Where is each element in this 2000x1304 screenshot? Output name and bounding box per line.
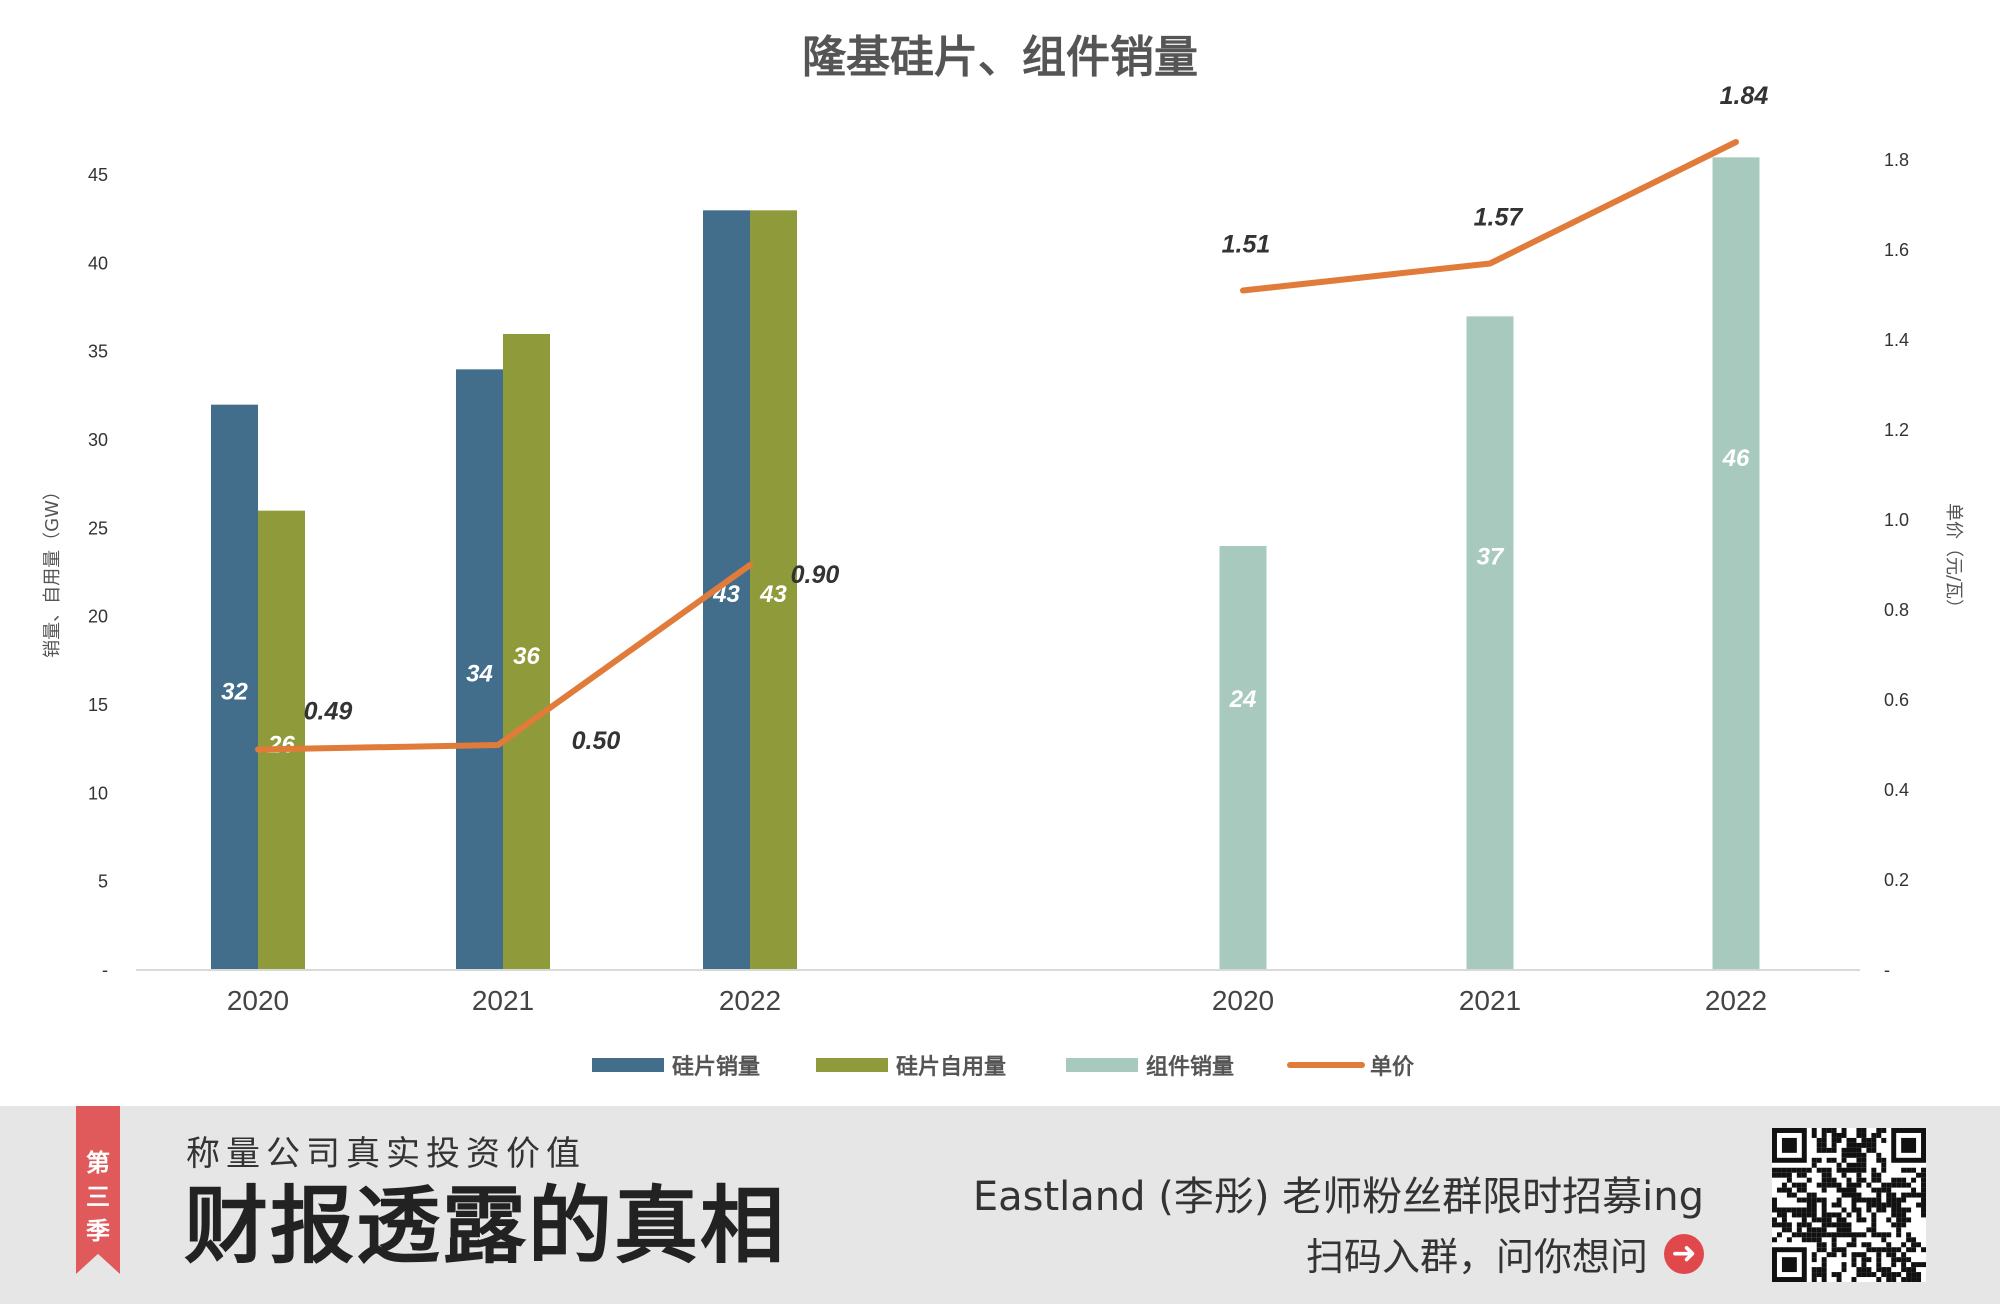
bar xyxy=(211,404,258,971)
y-right-tick-label: 0.6 xyxy=(1884,690,1909,710)
y-left-tick-label: - xyxy=(102,960,108,980)
bar xyxy=(750,210,797,971)
legend-label: 单价 xyxy=(1370,1055,1415,1080)
bar-data-label: 46 xyxy=(1722,445,1750,472)
bar-data-label: 36 xyxy=(513,643,540,670)
x-category-label: 2022 xyxy=(1705,985,1767,1016)
y-left-tick-label: 25 xyxy=(88,518,108,538)
y-left-tick-label: 15 xyxy=(88,695,108,715)
y-left-tick-label: 35 xyxy=(88,342,108,362)
y-right-tick-label: 1.8 xyxy=(1884,150,1909,170)
arrow-right-icon[interactable]: ➜ xyxy=(1664,1233,1704,1274)
season-ribbon: 第三季 xyxy=(76,1106,120,1274)
banner-subtitle: 称量公司真实投资价值 xyxy=(186,1134,586,1174)
legend-swatch xyxy=(1066,1058,1138,1072)
price-data-label: 1.84 xyxy=(1720,82,1769,110)
group-recruit-text: Eastland (李彤) 老师粉丝群限时招募ing xyxy=(972,1174,1704,1220)
price-data-label: 1.57 xyxy=(1474,204,1524,232)
y-left-tick-label: 45 xyxy=(88,165,108,185)
x-axis-categories: 2020 2021 2022 2020 2021 2022 xyxy=(227,985,1767,1016)
y-right-tick-label: 1.6 xyxy=(1884,240,1909,260)
y-left-tick-label: 20 xyxy=(88,607,108,627)
x-category-label: 2020 xyxy=(227,985,289,1016)
bar xyxy=(258,510,305,970)
x-category-label: 2021 xyxy=(472,985,534,1016)
y-right-tick-label: 1.2 xyxy=(1884,420,1909,440)
y-right-tick-label: 1.4 xyxy=(1884,330,1909,350)
legend: 硅片销量 硅片自用量 组件销量 单价 xyxy=(592,1054,1415,1080)
y-right-tick-label: 0.4 xyxy=(1884,780,1909,800)
legend-label: 组件销量 xyxy=(1146,1054,1234,1080)
bar xyxy=(1466,316,1514,970)
promo-banner: 第三季 称量公司真实投资价值 财报透露的真相 Eastland (李彤) 老师粉… xyxy=(0,1106,2000,1304)
y-left-tick-label: 10 xyxy=(88,783,108,803)
bar-data-label: 43 xyxy=(759,581,787,608)
bar xyxy=(1219,546,1267,970)
bar xyxy=(1712,157,1760,971)
bar-data-label: 24 xyxy=(1229,686,1257,713)
x-category-label: 2021 xyxy=(1459,985,1521,1016)
x-category-label: 2022 xyxy=(719,985,781,1016)
price-data-label: 0.50 xyxy=(572,727,621,755)
price-line-series: 0.49 0.50 0.90 1.51 1.57 1.84 xyxy=(255,82,1769,755)
legend-item: 硅片销量 xyxy=(592,1055,760,1080)
qr-code-icon[interactable] xyxy=(1772,1128,1926,1282)
bar xyxy=(503,334,550,970)
legend-label: 硅片自用量 xyxy=(896,1054,1006,1080)
y-left-axis-title: 销量、自用量（GW） xyxy=(42,482,63,658)
legend-item: 组件销量 xyxy=(1066,1054,1234,1080)
sales-chart: 隆基硅片、组件销量 - 5 10 15 20 25 30 35 40 45 销量、自用量（GW） -… xyxy=(42,32,1964,1080)
bar-data-label: 34 xyxy=(466,661,493,688)
scan-text: 扫码入群，问你想问 xyxy=(1305,1235,1648,1279)
y-right-tick-label: - xyxy=(1884,960,1890,980)
y-right-tick-label: 1.0 xyxy=(1884,510,1909,530)
legend-label: 硅片销量 xyxy=(672,1055,760,1080)
y-axis-left: - 5 10 15 20 25 30 35 40 45 销量、自用量（GW） xyxy=(42,165,108,980)
bar-data-label: 37 xyxy=(1477,544,1505,571)
legend-swatch xyxy=(592,1058,664,1072)
price-data-label: 1.51 xyxy=(1222,231,1271,259)
banner-title: 财报透露的真相 xyxy=(184,1176,787,1275)
chart-title: 隆基硅片、组件销量 xyxy=(802,32,1198,83)
y-right-tick-label: 0.8 xyxy=(1884,600,1909,620)
y-left-tick-label: 30 xyxy=(88,430,108,450)
bar xyxy=(456,369,503,970)
legend-swatch xyxy=(816,1058,888,1072)
price-data-label: 0.49 xyxy=(304,698,353,726)
scan-prompt[interactable]: 扫码入群，问你想问 ➜ xyxy=(1306,1226,1704,1281)
x-category-label: 2020 xyxy=(1212,985,1274,1016)
bar-data-label: 26 xyxy=(267,731,295,758)
y-left-tick-label: 5 xyxy=(98,872,108,892)
y-axis-right: - 0.2 0.4 0.6 0.8 1.0 1.2 1.4 1.6 1.8 单价（元/瓦） xyxy=(1884,150,1964,980)
bar-data-label: 32 xyxy=(221,678,248,705)
y-left-tick-label: 40 xyxy=(88,253,108,273)
legend-item: 单价 xyxy=(1287,1055,1415,1080)
legend-item: 硅片自用量 xyxy=(816,1054,1006,1080)
y-right-tick-label: 0.2 xyxy=(1884,870,1909,890)
price-data-label: 0.90 xyxy=(791,561,840,589)
y-right-axis-title: 单价（元/瓦） xyxy=(1943,503,1964,617)
